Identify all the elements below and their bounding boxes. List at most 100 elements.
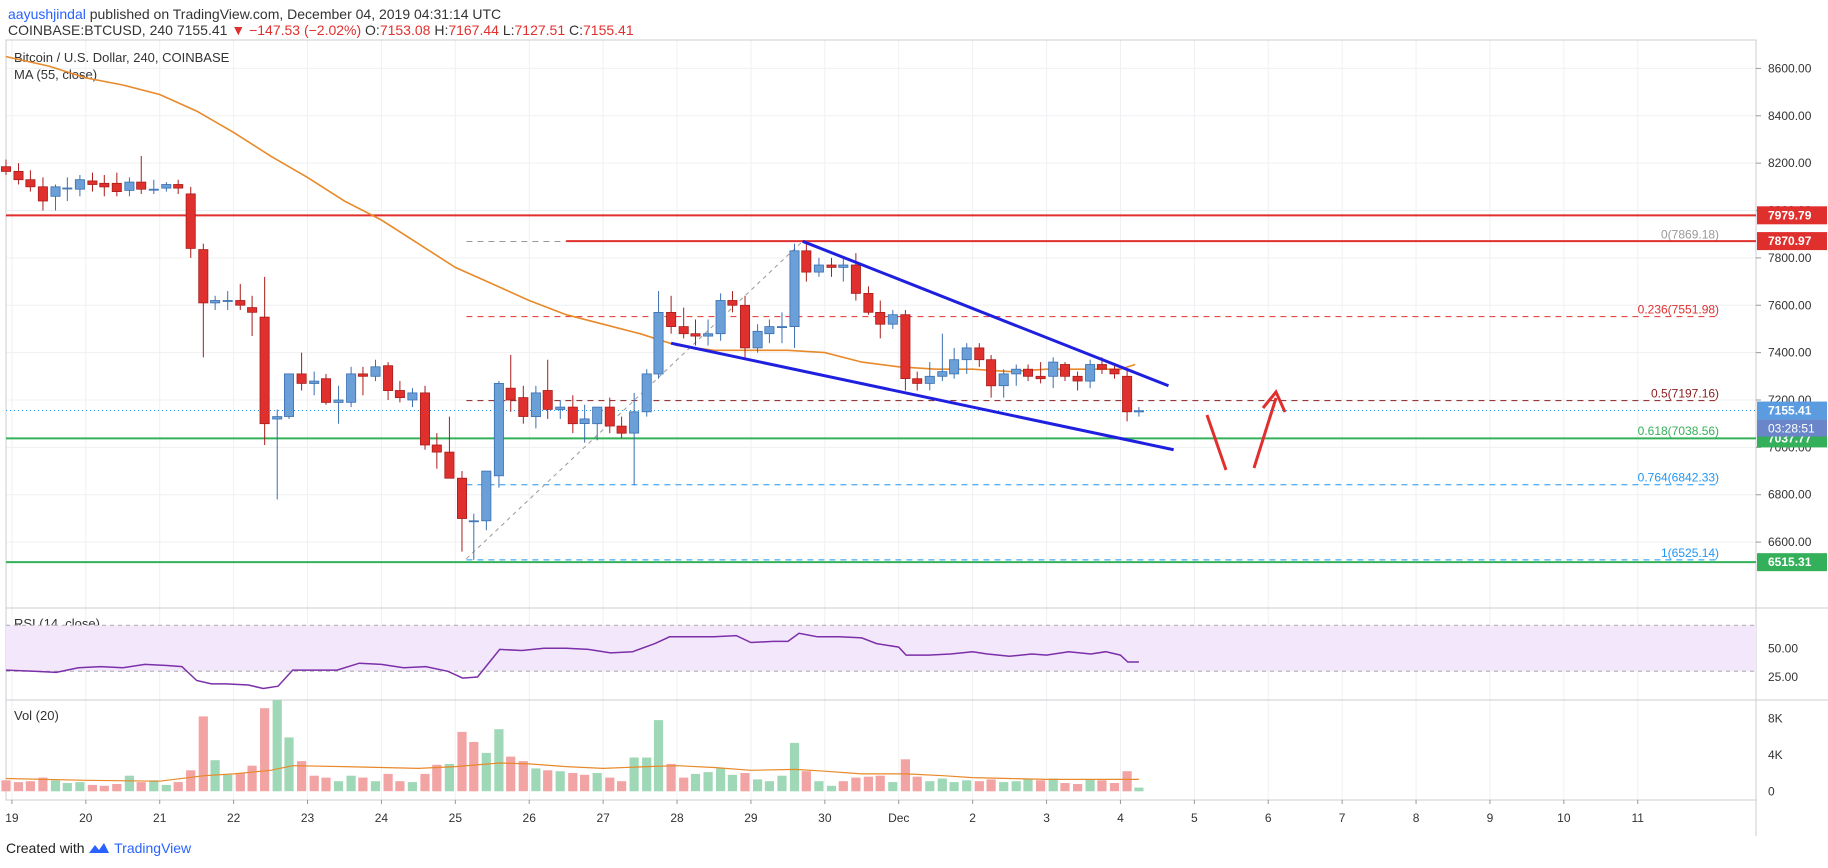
volume-bar: [284, 737, 294, 792]
candle-up: [764, 326, 775, 335]
volume-tick-label: 0: [1768, 784, 1775, 798]
price-tick-label: 6600.00: [1768, 535, 1812, 549]
volume-bar: [149, 780, 159, 792]
rsi-tick-label: 25.00: [1768, 670, 1798, 684]
channel-trend-line: [802, 239, 1170, 388]
candle-up: [222, 300, 233, 302]
candle-up: [468, 520, 479, 523]
volume-bar: [444, 763, 454, 792]
high-label: H:: [434, 22, 449, 38]
time-tick-label: 21: [153, 811, 167, 825]
volume-ma-line: [5, 762, 1139, 782]
created-with-text: Created with: [6, 840, 85, 856]
volume-bar: [1060, 783, 1070, 792]
candle-down: [1122, 375, 1133, 413]
volume-bar: [297, 761, 307, 792]
candle-down: [198, 249, 209, 304]
candle-down: [505, 387, 516, 401]
volume-bar: [1073, 784, 1083, 792]
tradingview-link[interactable]: TradingView: [114, 840, 192, 856]
volume-bar: [62, 783, 72, 792]
time-tick-label: 23: [301, 811, 315, 825]
volume-bar: [370, 781, 381, 792]
volume-bar: [173, 782, 183, 792]
candle-down: [1060, 364, 1071, 377]
candle-down: [567, 406, 578, 425]
author-link[interactable]: aayushjindal: [8, 6, 86, 22]
forecast-up-arrowhead: [1261, 389, 1287, 413]
volume-bar: [949, 782, 959, 792]
volume-bar: [420, 773, 430, 792]
candle-up: [1048, 361, 1059, 377]
volume-bar: [863, 776, 873, 792]
time-tick-label: 22: [227, 811, 241, 825]
candle-down: [320, 378, 331, 403]
candle-down: [247, 307, 258, 313]
time-tick-label: 25: [449, 811, 463, 825]
volume-bar: [999, 782, 1009, 792]
volume-bar: [210, 760, 220, 792]
volume-bar: [346, 775, 356, 792]
volume-bar: [198, 716, 208, 792]
volume-bar: [875, 775, 885, 792]
open-label: O:: [365, 22, 380, 38]
candle-up: [283, 373, 294, 417]
candle-up: [1011, 368, 1022, 375]
time-tick-label: 28: [670, 811, 684, 825]
volume-bar: [395, 781, 405, 792]
volume-bar: [124, 775, 134, 792]
candle-up: [789, 250, 800, 328]
candle-down: [1035, 375, 1046, 380]
time-tick-label: Dec: [888, 811, 909, 825]
volume-bar: [900, 759, 910, 792]
rsi-band: [6, 625, 1756, 672]
volume-bar: [777, 775, 787, 792]
candle-up: [937, 371, 948, 377]
candle-up: [124, 181, 135, 191]
volume-bar: [333, 781, 344, 792]
header: aayushjindal published on TradingView.co…: [0, 0, 1828, 40]
volume-title: Vol (20): [14, 708, 59, 723]
candle-up: [210, 300, 221, 304]
time-tick-label: 30: [818, 811, 832, 825]
candle-down: [801, 250, 812, 273]
volume-bar: [494, 729, 504, 792]
tradingview-logo-icon: [88, 842, 110, 854]
candle-down: [185, 193, 196, 249]
volume-bar: [851, 777, 861, 792]
forecast-down-arrow: [1205, 414, 1228, 471]
time-tick-label: 4: [1117, 811, 1124, 825]
candle-up: [481, 470, 492, 522]
candle-down: [456, 477, 467, 519]
volume-bar: [1134, 787, 1144, 792]
volume-bar: [1085, 779, 1095, 792]
volume-bar: [223, 774, 233, 792]
volume-bar: [653, 720, 664, 792]
volume-bar: [1109, 783, 1120, 792]
candle-up: [1085, 364, 1096, 382]
candle-up: [74, 179, 85, 190]
candle-down: [875, 311, 886, 325]
candle-down: [111, 182, 122, 193]
candle-up: [579, 418, 590, 424]
short-resistance-box: [1757, 232, 1827, 251]
forecast-up-arrow: [1252, 397, 1278, 469]
volume-bar: [432, 764, 442, 792]
footer: Created with TradingView: [6, 840, 191, 856]
time-tick-label: 9: [1487, 811, 1494, 825]
volume-bar: [838, 781, 848, 792]
candle-down: [259, 316, 270, 425]
candle-up: [50, 186, 61, 197]
volume-bar: [13, 782, 24, 792]
fib-level-label: 0.618(7038.56): [1638, 424, 1719, 438]
rsi-tick-label: 50.00: [1768, 641, 1798, 655]
volume-bar: [580, 774, 590, 792]
candle-down: [826, 264, 837, 268]
candle-up: [961, 347, 972, 361]
candle-down: [518, 397, 529, 417]
volume-bar: [481, 752, 491, 792]
candle-down: [357, 373, 368, 377]
candle-up: [309, 380, 320, 384]
volume-bar: [703, 772, 713, 792]
